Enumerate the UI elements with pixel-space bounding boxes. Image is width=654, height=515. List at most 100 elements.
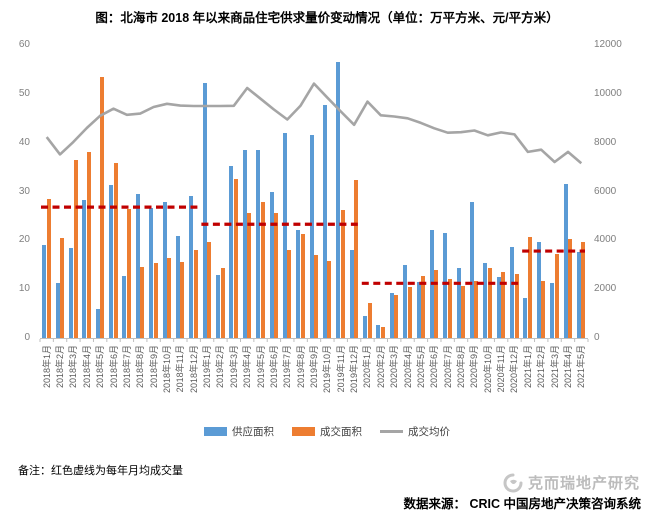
bar-supply-2019年5月	[256, 150, 261, 338]
legend-swatch	[292, 427, 315, 436]
watermark: 克而瑞地产研究	[503, 472, 640, 493]
bar-supply-2021年4月	[563, 184, 568, 338]
x-tick-label: 2019年3月	[228, 345, 239, 389]
bar-supply-2020年10月	[483, 262, 488, 338]
bar-transaction-2019年2月	[220, 268, 225, 338]
bar-transaction-2020年4月	[407, 286, 412, 338]
x-tick-label: 2020年8月	[456, 345, 467, 389]
bar-supply-2018年11月	[175, 235, 180, 338]
x-tick-label: 2020年12月	[509, 345, 520, 394]
x-tick-label: 2021年4月	[562, 345, 573, 389]
y-right-tick-label: 10000	[594, 87, 622, 99]
legend-swatch	[204, 427, 227, 436]
bar-supply-2018年12月	[189, 195, 194, 338]
x-tick-label: 2019年4月	[242, 345, 253, 389]
y-right-tick-label: 2000	[594, 283, 617, 295]
x-tick-label: 2019年7月	[282, 345, 293, 389]
x-tick-label: 2018年1月	[41, 345, 52, 389]
bar-transaction-2019年1月	[207, 241, 212, 338]
x-tick-label: 2020年2月	[375, 345, 386, 389]
bar-transaction-2021年4月	[568, 239, 573, 338]
legend-item-成交均价: 成交均价	[380, 424, 450, 439]
bar-transaction-2018年2月	[60, 238, 65, 338]
legend-label: 成交面积	[320, 426, 362, 438]
x-tick-label: 2020年3月	[389, 345, 400, 389]
x-tick-label: 2020年7月	[442, 345, 453, 389]
bar-transaction-2019年12月	[354, 180, 359, 338]
bar-supply-2018年1月	[42, 245, 47, 338]
bar-supply-2020年9月	[469, 201, 474, 338]
bar-transaction-2018年4月	[86, 151, 91, 338]
bar-transaction-2020年5月	[421, 276, 426, 338]
bar-supply-2021年1月	[523, 298, 528, 338]
bar-supply-2018年5月	[95, 308, 100, 338]
price-line	[45, 82, 583, 165]
bar-transaction-2020年7月	[447, 279, 452, 338]
bar-transaction-2019年9月	[314, 254, 319, 338]
x-tick-label: 2019年2月	[215, 345, 226, 389]
bar-transaction-2020年6月	[434, 270, 439, 338]
bar-supply-2021年2月	[536, 241, 541, 338]
watermark-text: 克而瑞地产研究	[527, 475, 640, 492]
legend: 供应面积 成交面积 成交均价	[0, 424, 654, 439]
y-left-tick-label: 40	[18, 136, 30, 148]
bar-supply-2020年12月	[510, 246, 515, 338]
bar-supply-2020年2月	[376, 324, 381, 338]
x-axis-labels: 2018年1月 2018年2月 2018年3月 2018年4月 2018年5月 2018年…	[40, 345, 588, 417]
bar-transaction-2019年4月	[247, 213, 252, 338]
x-tick-label: 2018年6月	[108, 345, 119, 389]
x-tick-label: 2019年8月	[295, 345, 306, 389]
bar-supply-2020年11月	[496, 277, 501, 338]
legend-label: 成交均价	[408, 426, 450, 438]
bar-transaction-2018年11月	[180, 261, 185, 338]
bar-supply-2018年8月	[135, 194, 140, 338]
x-tick-label: 2018年10月	[161, 345, 172, 394]
bar-transaction-2018年3月	[73, 159, 78, 338]
x-tick-label: 2019年12月	[349, 345, 360, 394]
bar-transaction-2019年3月	[233, 179, 238, 338]
legend-item-供应面积: 供应面积	[204, 424, 274, 439]
bar-transaction-2021年5月	[581, 241, 586, 338]
x-tick-label: 2021年1月	[522, 345, 533, 389]
y-left-tick-label: 20	[18, 234, 30, 246]
bar-transaction-2020年10月	[487, 267, 492, 338]
bar-supply-2018年6月	[109, 185, 114, 338]
bar-supply-2020年3月	[389, 292, 394, 338]
bar-supply-2018年9月	[149, 207, 154, 338]
legend-swatch	[380, 430, 403, 433]
bar-supply-2019年6月	[269, 191, 274, 338]
bar-transaction-2021年2月	[541, 280, 546, 338]
y-right-tick-label: 8000	[594, 136, 617, 148]
x-tick-label: 2019年6月	[268, 345, 279, 389]
x-tick-label: 2018年5月	[95, 345, 106, 389]
bar-transaction-2019年10月	[327, 260, 332, 338]
bar-supply-2021年5月	[576, 251, 581, 338]
bar-supply-2018年7月	[122, 275, 127, 338]
x-tick-label: 2019年9月	[309, 345, 319, 389]
bar-supply-2019年3月	[229, 165, 234, 338]
y-right-tick-label: 6000	[594, 185, 617, 197]
y-left-tick-label: 0	[24, 332, 30, 343]
x-tick-label: 2020年5月	[415, 345, 426, 389]
x-tick-label: 2018年12月	[188, 345, 199, 394]
bar-supply-2019年4月	[242, 150, 247, 338]
bar-supply-2019年8月	[296, 230, 301, 338]
bar-supply-2019年12月	[349, 250, 354, 338]
bar-transaction-2020年8月	[461, 285, 466, 338]
bar-supply-2019年7月	[282, 132, 287, 338]
y-left-tick-label: 30	[18, 185, 30, 197]
bar-transaction-2020年3月	[394, 295, 399, 338]
x-tick-label: 2021年5月	[576, 345, 587, 389]
x-tick-label: 2018年2月	[55, 345, 66, 389]
bar-supply-2020年5月	[416, 282, 421, 338]
x-tick-label: 2021年2月	[536, 345, 547, 389]
bar-transaction-2020年1月	[367, 302, 372, 338]
bar-supply-2020年1月	[363, 316, 368, 338]
bar-supply-2020年4月	[403, 265, 408, 338]
bar-supply-2019年9月	[309, 135, 314, 338]
x-tick-label: 2018年8月	[135, 345, 146, 389]
bar-transaction-2018年8月	[140, 267, 145, 338]
bar-transaction-2019年8月	[300, 234, 305, 338]
x-tick-label: 2020年4月	[402, 345, 413, 389]
y-right-tick-label: 0	[594, 332, 600, 343]
